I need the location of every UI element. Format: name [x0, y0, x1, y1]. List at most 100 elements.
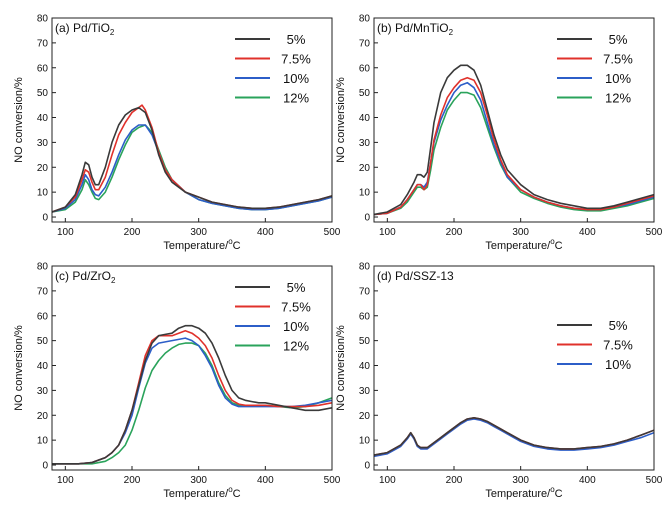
y-tick-label: 30 — [37, 138, 49, 149]
y-tick-label: 30 — [359, 138, 371, 149]
y-tick-label: 60 — [359, 311, 371, 322]
y-tick-label: 10 — [359, 436, 371, 447]
x-tick-label: 400 — [579, 475, 596, 486]
legend-label: 12% — [605, 91, 631, 106]
y-tick-label: 20 — [37, 163, 49, 174]
x-tick-label: 500 — [324, 475, 341, 486]
y-tick-label: 80 — [359, 14, 371, 25]
series-line-0 — [374, 64, 654, 216]
y-axis-title: NO conversion/% — [335, 325, 347, 411]
legend: 5% 7.5% 10% 12% — [557, 32, 633, 106]
y-tick-label: 70 — [37, 286, 49, 297]
panel-title: (c) Pd/ZrO2 — [55, 269, 116, 285]
series-group — [52, 104, 332, 213]
panel-title: (b) Pd/MnTiO2 — [377, 21, 454, 37]
x-tick-label: 200 — [124, 227, 141, 238]
y-tick-label: 0 — [364, 213, 370, 224]
x-tick-label: 300 — [190, 475, 207, 486]
y-tick-label: 40 — [359, 361, 371, 372]
y-tick-label: 10 — [37, 436, 49, 447]
y-tick-label: 50 — [359, 88, 371, 99]
legend-label: 5% — [287, 32, 306, 47]
x-axis-title: Temperature/oC — [163, 485, 240, 500]
x-axis-title: Temperature/oC — [485, 237, 562, 252]
panel-3: 100 200 300 400 500 0 10 20 30 40 50 60 70 80 NO conve… — [335, 262, 662, 501]
series-line-1 — [374, 76, 654, 216]
panel-title: (d) Pd/SSZ-13 — [377, 269, 454, 283]
legend-label: 5% — [287, 280, 306, 295]
legend: 5% 7.5% 10% — [557, 318, 633, 372]
x-tick-label: 500 — [646, 227, 662, 238]
y-tick-label: 80 — [37, 14, 49, 25]
series-line-2 — [52, 124, 332, 213]
y-tick-label: 30 — [359, 386, 371, 397]
series-line-0 — [52, 324, 332, 465]
plot-frame — [51, 265, 333, 471]
y-tick-label: 40 — [37, 113, 49, 124]
y-tick-label: 80 — [37, 262, 49, 273]
y-tick-label: 40 — [359, 113, 371, 124]
y-tick-label: 40 — [37, 361, 49, 372]
legend-label: 7.5% — [603, 52, 633, 67]
panel-0: 100 200 300 400 500 0 10 20 30 40 50 60 70 80 NO conve… — [13, 14, 341, 253]
legend-label: 7.5% — [603, 338, 633, 353]
panel-title: (a) Pd/TiO2 — [55, 21, 115, 37]
x-axis-title: Temperature/oC — [485, 485, 562, 500]
x-tick-label: 200 — [446, 475, 463, 486]
y-tick-label: 0 — [42, 461, 48, 472]
panel-1: 100 200 300 400 500 0 10 20 30 40 50 60 70 80 NO conve… — [335, 14, 662, 253]
legend-label: 5% — [609, 32, 628, 47]
series-line-3 — [52, 342, 332, 465]
x-tick-label: 200 — [124, 475, 141, 486]
y-tick-label: 30 — [37, 386, 49, 397]
x-tick-label: 400 — [579, 227, 596, 238]
legend: 5% 7.5% 10% 12% — [235, 32, 311, 106]
series-line-2 — [52, 337, 332, 465]
y-tick-label: 70 — [359, 38, 371, 49]
panel-2: 100 200 300 400 500 0 10 20 30 40 50 60 70 80 NO conve… — [13, 262, 341, 501]
legend-label: 7.5% — [281, 300, 311, 315]
plot-frame — [373, 265, 655, 471]
x-axis-title: Temperature/oC — [163, 237, 240, 252]
legend-label: 10% — [283, 71, 309, 86]
y-tick-label: 0 — [364, 461, 370, 472]
y-tick-label: 60 — [359, 63, 371, 74]
y-tick-label: 80 — [359, 262, 371, 273]
series-group — [52, 324, 332, 465]
legend-label: 10% — [605, 357, 631, 372]
y-tick-label: 50 — [359, 336, 371, 347]
legend: 5% 7.5% 10% 12% — [235, 280, 311, 354]
y-tick-label: 0 — [42, 213, 48, 224]
x-tick-label: 300 — [190, 227, 207, 238]
x-tick-label: 100 — [57, 475, 74, 486]
x-tick-label: 400 — [257, 227, 274, 238]
x-tick-label: 500 — [646, 475, 662, 486]
legend-label: 12% — [283, 339, 309, 354]
y-tick-label: 60 — [37, 63, 49, 74]
series-line-0 — [374, 417, 654, 456]
legend-label: 7.5% — [281, 52, 311, 67]
legend-label: 10% — [605, 71, 631, 86]
y-tick-label: 50 — [37, 88, 49, 99]
y-tick-label: 50 — [37, 336, 49, 347]
y-axis-title: NO conversion/% — [335, 77, 347, 163]
legend-label: 10% — [283, 319, 309, 334]
y-tick-label: 70 — [37, 38, 49, 49]
y-tick-label: 20 — [359, 411, 371, 422]
series-line-0 — [52, 106, 332, 213]
series-group — [374, 417, 654, 458]
plot-frame — [51, 17, 333, 223]
x-tick-label: 400 — [257, 475, 274, 486]
x-tick-label: 100 — [379, 475, 396, 486]
plot-frame — [373, 17, 655, 223]
series-line-3 — [52, 124, 332, 213]
y-axis-title: NO conversion/% — [13, 325, 25, 411]
series-group — [374, 64, 654, 216]
y-tick-label: 20 — [37, 411, 49, 422]
y-tick-label: 60 — [37, 311, 49, 322]
x-tick-label: 200 — [446, 227, 463, 238]
y-tick-label: 10 — [37, 188, 49, 199]
y-axis-title: NO conversion/% — [13, 77, 25, 163]
x-tick-label: 500 — [324, 227, 341, 238]
